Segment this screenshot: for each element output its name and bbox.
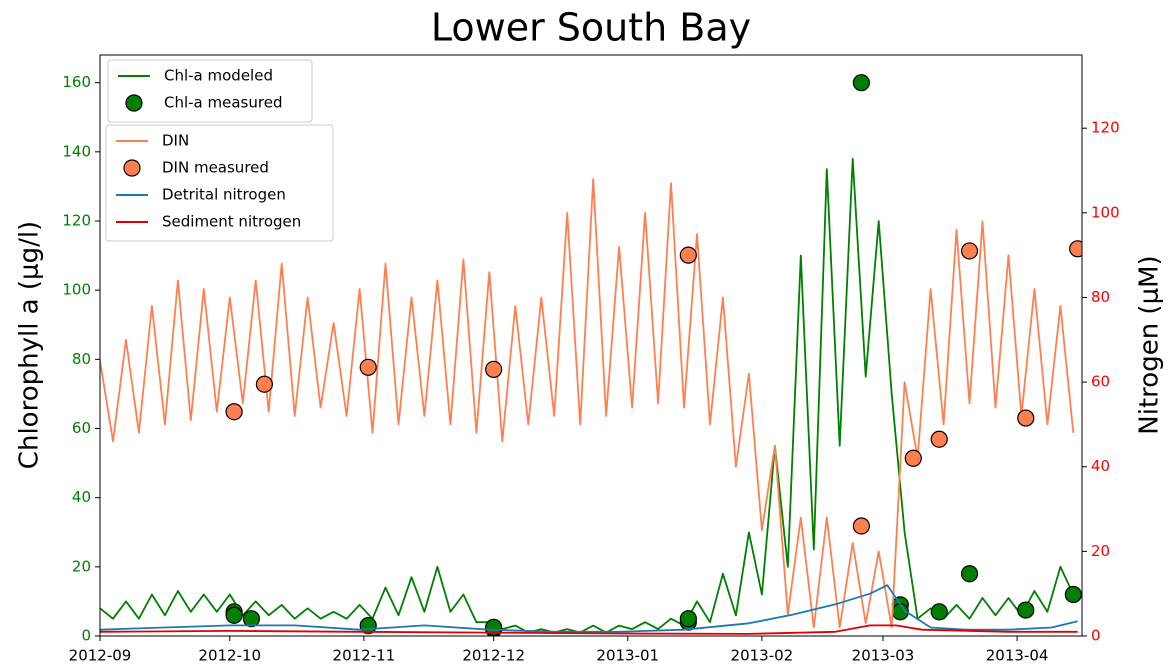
legend-marker	[123, 159, 141, 177]
legend-label: Chl-a measured	[164, 94, 282, 112]
y2-tick-label: 40	[1091, 457, 1110, 475]
x-tick-label: 2013-01	[596, 647, 659, 664]
plot-frame	[99, 54, 1083, 637]
y2-tick-label: 60	[1091, 373, 1110, 391]
marker	[852, 74, 870, 92]
y2-tick-label: 0	[1091, 627, 1101, 645]
marker	[960, 242, 979, 260]
marker	[225, 606, 243, 624]
x-tick-label: 2012-09	[69, 647, 132, 664]
marker	[359, 358, 377, 376]
line	[100, 157, 1075, 634]
y-tick-label: 140	[62, 142, 91, 160]
y2-tick-label: 20	[1091, 542, 1110, 560]
line	[100, 624, 1078, 635]
legend-marker	[125, 94, 143, 112]
plot-area	[100, 74, 1082, 636]
y-tick-label: 80	[72, 350, 91, 368]
marker	[1017, 601, 1035, 619]
y-tick-label: 160	[62, 73, 91, 91]
legend-label: Chl-a modeled	[164, 67, 273, 85]
y2-tick-label: 100	[1091, 203, 1120, 221]
legend-label: Sediment nitrogen	[162, 213, 301, 231]
chart-title: Lower South Bay	[431, 6, 751, 50]
marker	[1017, 409, 1035, 427]
marker	[960, 565, 979, 583]
y2-axis-label: Nitrogen (μM)	[1135, 255, 1165, 434]
marker	[485, 360, 503, 379]
marker	[255, 375, 273, 393]
line	[100, 584, 1078, 633]
marker	[930, 603, 948, 621]
legend-label: DIN measured	[162, 159, 269, 177]
legend: DIN DIN measured Detrital nitrogen Sediment…	[105, 124, 334, 242]
x-tick-label: 2012-11	[333, 647, 396, 664]
marker	[852, 517, 870, 535]
x-tick-label: 2013-04	[986, 647, 1049, 664]
x-tick-label: 2012-12	[462, 647, 525, 664]
legend-label: Detrital nitrogen	[162, 186, 286, 204]
marker	[679, 610, 697, 628]
marker	[1064, 585, 1082, 604]
y-tick-label: 40	[72, 488, 91, 506]
line	[100, 178, 1075, 629]
x-tick-label: 2013-03	[852, 647, 915, 664]
marker	[1069, 240, 1082, 258]
y2-tick-label: 120	[1091, 119, 1120, 137]
y-tick-label: 120	[62, 212, 91, 230]
legend-box	[105, 124, 334, 242]
y2-tick-label: 80	[1091, 288, 1110, 306]
y-tick-label: 100	[62, 281, 91, 299]
marker	[904, 449, 922, 467]
legend: Chl-a modeled Chl-a measured	[107, 59, 313, 123]
y-axis-label: Chlorophyll a (μg/l)	[15, 221, 45, 469]
legend-box	[107, 59, 313, 123]
legend-label: DIN	[162, 132, 189, 150]
marker	[485, 618, 503, 636]
marker	[225, 403, 243, 421]
x-tick-label: 2012-10	[198, 647, 261, 664]
marker	[242, 610, 261, 628]
y-tick-label: 0	[81, 627, 91, 645]
x-tick-label: 2013-02	[731, 647, 794, 664]
y-tick-label: 60	[72, 419, 91, 437]
marker	[930, 430, 948, 448]
marker	[679, 246, 697, 264]
y-tick-label: 20	[72, 557, 91, 575]
